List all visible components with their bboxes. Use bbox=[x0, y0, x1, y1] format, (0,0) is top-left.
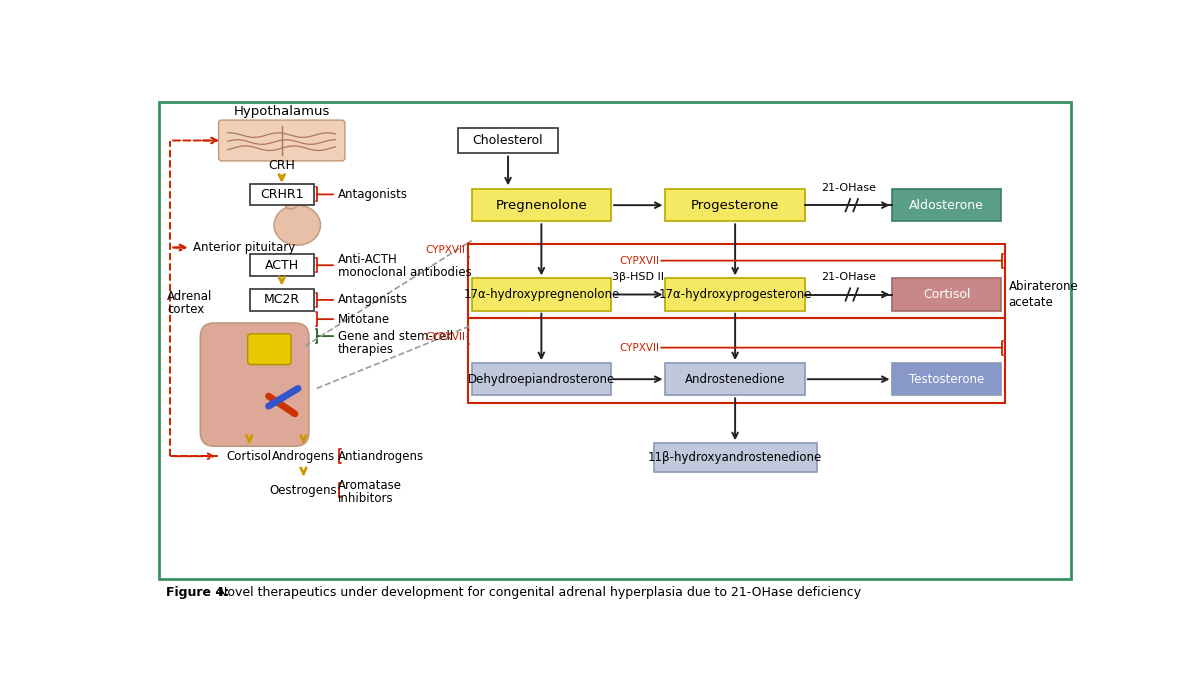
Text: Novel therapeutics under development for congenital adrenal hyperplasia due to 2: Novel therapeutics under development for… bbox=[215, 586, 862, 599]
FancyBboxPatch shape bbox=[250, 289, 313, 310]
FancyBboxPatch shape bbox=[893, 363, 1001, 395]
Text: Antagonists: Antagonists bbox=[337, 188, 408, 201]
Text: therapies: therapies bbox=[337, 343, 394, 356]
Text: 21-OHase: 21-OHase bbox=[821, 183, 876, 193]
Text: CRHR1: CRHR1 bbox=[260, 188, 304, 201]
FancyBboxPatch shape bbox=[665, 189, 805, 221]
Text: CRH: CRH bbox=[269, 159, 295, 172]
FancyBboxPatch shape bbox=[665, 363, 805, 395]
Text: Dehydroepiandrosterone: Dehydroepiandrosterone bbox=[468, 372, 616, 386]
Text: Cholesterol: Cholesterol bbox=[473, 134, 544, 147]
FancyBboxPatch shape bbox=[218, 120, 344, 161]
FancyBboxPatch shape bbox=[160, 102, 1070, 579]
Text: ACTH: ACTH bbox=[265, 259, 299, 271]
Text: 21-OHase: 21-OHase bbox=[821, 272, 876, 282]
Text: Cortisol: Cortisol bbox=[227, 450, 271, 463]
FancyBboxPatch shape bbox=[457, 128, 558, 153]
Text: Aldosterone: Aldosterone bbox=[910, 198, 984, 212]
Ellipse shape bbox=[284, 195, 298, 209]
Text: Androgens: Androgens bbox=[272, 450, 335, 463]
Text: Figure 4:: Figure 4: bbox=[166, 586, 229, 599]
Text: cortex: cortex bbox=[167, 303, 204, 317]
Text: inhibitors: inhibitors bbox=[337, 492, 394, 505]
Text: Anterior pituitary: Anterior pituitary bbox=[193, 241, 295, 254]
Text: Antiandrogens: Antiandrogens bbox=[337, 450, 424, 463]
Text: Progesterone: Progesterone bbox=[691, 198, 779, 212]
Text: Aromatase: Aromatase bbox=[337, 479, 402, 492]
FancyBboxPatch shape bbox=[472, 363, 611, 395]
FancyBboxPatch shape bbox=[250, 184, 313, 205]
Text: Cortisol: Cortisol bbox=[923, 288, 971, 301]
FancyBboxPatch shape bbox=[247, 334, 292, 365]
Text: Hypothalamus: Hypothalamus bbox=[234, 104, 330, 118]
Text: Anti-ACTH: Anti-ACTH bbox=[337, 253, 397, 267]
FancyBboxPatch shape bbox=[250, 255, 313, 276]
FancyBboxPatch shape bbox=[472, 189, 611, 221]
Text: Mitotane: Mitotane bbox=[337, 313, 390, 326]
FancyBboxPatch shape bbox=[893, 189, 1001, 221]
Text: Adrenal: Adrenal bbox=[167, 290, 212, 303]
Text: CYPXVII: CYPXVII bbox=[619, 342, 659, 353]
Ellipse shape bbox=[274, 205, 320, 245]
FancyBboxPatch shape bbox=[654, 443, 816, 473]
Text: Pregnenolone: Pregnenolone bbox=[496, 198, 587, 212]
Text: 11β-hydroxyandrostenedione: 11β-hydroxyandrostenedione bbox=[648, 451, 822, 464]
Text: 3β-HSD II: 3β-HSD II bbox=[612, 272, 665, 282]
Text: Testosterone: Testosterone bbox=[910, 372, 984, 386]
FancyBboxPatch shape bbox=[893, 278, 1001, 310]
Text: CYPXVII: CYPXVII bbox=[619, 255, 659, 266]
Text: Gene and stem-cell: Gene and stem-cell bbox=[337, 330, 452, 342]
FancyBboxPatch shape bbox=[200, 323, 308, 446]
Text: Abiraterone
acetate: Abiraterone acetate bbox=[1009, 280, 1079, 308]
Text: monoclonal antibodies: monoclonal antibodies bbox=[337, 267, 472, 279]
Text: Antagonists: Antagonists bbox=[337, 294, 408, 306]
Text: 17α-hydroxypregnenolone: 17α-hydroxypregnenolone bbox=[463, 288, 619, 301]
Text: CYPXVII: CYPXVII bbox=[426, 245, 466, 255]
Text: Androstenedione: Androstenedione bbox=[685, 372, 785, 386]
FancyBboxPatch shape bbox=[665, 278, 805, 310]
Text: MC2R: MC2R bbox=[264, 294, 300, 306]
FancyBboxPatch shape bbox=[472, 278, 611, 310]
Text: CYPXVII: CYPXVII bbox=[426, 332, 466, 342]
Text: 17α-hydroxyprogesterone: 17α-hydroxyprogesterone bbox=[659, 288, 812, 301]
Text: Oestrogens: Oestrogens bbox=[270, 484, 337, 496]
